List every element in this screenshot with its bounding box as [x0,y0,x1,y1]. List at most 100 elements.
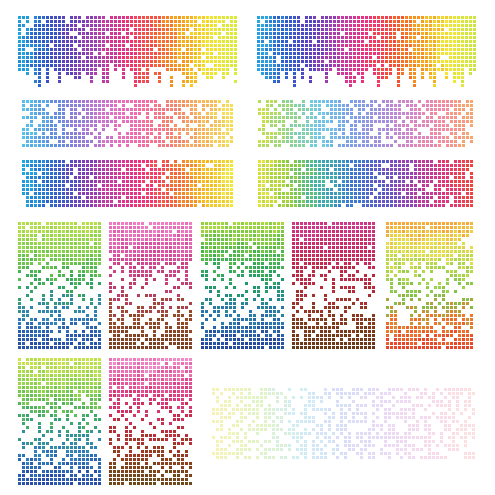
mosaic-dot [341,28,344,31]
mosaic-dot [141,262,144,265]
mosaic-dot [317,32,320,35]
mosaic-dot [134,68,137,71]
mosaic-dot [386,112,389,115]
mosaic-dot [141,246,144,249]
mosaic-dot [182,28,185,31]
mosaic-dot [122,120,125,123]
mosaic-dot [149,294,152,297]
mosaic-dot [409,28,412,31]
mosaic-dot [130,164,133,167]
mosaic-dot [173,246,176,249]
mosaic-dot [221,242,224,245]
mosaic-dot [286,104,289,107]
mosaic-dot [465,24,468,27]
mosaic-dot [121,242,124,245]
mosaic-dot [401,32,404,35]
mosaic-dot [377,84,380,87]
mosaic-dot [122,68,125,71]
mosaic-dot [330,188,333,191]
mosaic-dot [38,124,41,127]
mosaic-dot [30,168,33,171]
mosaic-dot [182,116,185,119]
mosaic-dot [185,326,188,329]
mosaic-dot [42,140,45,143]
mosaic-dot [66,32,69,35]
mosaic-dot [301,72,304,75]
mosaic-dot [202,44,205,47]
mosaic-dot [409,16,412,19]
mosaic-dot [414,188,417,191]
mosaic-dot [46,76,49,79]
mosaic-dot [290,140,293,143]
mosaic-dot [369,20,372,23]
mosaic-dot [70,254,73,257]
mosaic-dot [473,32,476,35]
mosaic-dot [86,326,89,329]
mosaic-dot [205,222,208,225]
mosaic-dot [337,32,340,35]
mosaic-dot [165,282,168,285]
mosaic-dot [222,116,225,119]
mosaic-dot [317,28,320,31]
mosaic-dot [325,16,328,19]
mosaic-dot [38,100,41,103]
mosaic-dot [137,314,140,317]
mosaic-dot [337,24,340,27]
mosaic-dot [118,24,121,27]
mosaic-dot [425,56,428,59]
mosaic-dot [58,184,61,187]
mosaic-dot [273,32,276,35]
mosaic-dot [314,124,317,127]
mosaic-dot [157,346,160,349]
mosaic-dot [281,32,284,35]
mosaic-dot [118,28,121,31]
mosaic-dot [30,322,33,325]
mosaic-dot [306,184,309,187]
mosaic-dot [310,112,313,115]
mosaic-dot [262,172,265,175]
mosaic-dot [98,116,101,119]
mosaic-dot [333,48,336,51]
mosaic-dot [62,24,65,27]
mosaic-dot [257,226,260,229]
mosaic-dot [186,160,189,163]
mosaic-dot [70,318,73,321]
mosaic-dot [102,40,105,43]
mosaic-dot [241,222,244,225]
mosaic-dot [358,108,361,111]
mosaic-dot [430,196,433,199]
mosaic-dot [122,188,125,191]
mosaic-dot [129,286,132,289]
mosaic-dot [78,196,81,199]
mosaic-dot [126,160,129,163]
mosaic-dot [166,200,169,203]
mosaic-dot [165,250,168,253]
mosaic-dot [182,52,185,55]
mosaic-dot [82,294,85,297]
mosaic-dot [310,192,313,195]
mosaic-dot [390,172,393,175]
mosaic-dot [354,160,357,163]
mosaic-dot [470,176,473,179]
mosaic-dot [106,176,109,179]
mosaic-dot [86,116,89,119]
mosaic-dot [86,176,89,179]
mosaic-dot [189,282,192,285]
mosaic-dot [30,44,33,47]
mosaic-dot [46,330,49,333]
mosaic-dot [445,16,448,19]
mosaic-dot [114,116,117,119]
mosaic-dot [169,230,172,233]
mosaic-dot [70,40,73,43]
mosaic-dot [157,246,160,249]
mosaic-dot [82,136,85,139]
mosaic-dot [206,44,209,47]
mosaic-dot [82,274,85,277]
mosaic-dot [177,246,180,249]
mosaic-dot [125,226,128,229]
mosaic-dot [189,238,192,241]
mosaic-dot [150,160,153,163]
mosaic-dot [70,200,73,203]
mosaic-dot [269,226,272,229]
mosaic-dot [390,200,393,203]
